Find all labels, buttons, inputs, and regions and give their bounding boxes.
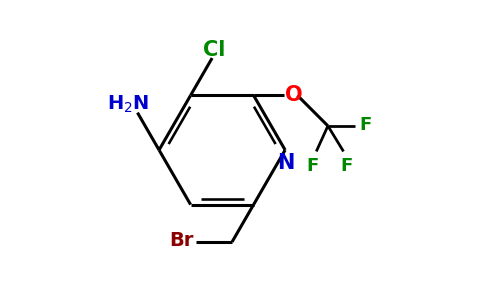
Text: N: N <box>277 153 295 172</box>
Text: H$_2$N: H$_2$N <box>107 94 150 115</box>
Text: O: O <box>285 85 303 105</box>
Text: F: F <box>359 116 371 134</box>
Text: Cl: Cl <box>203 40 225 60</box>
Text: F: F <box>306 157 318 175</box>
Text: Br: Br <box>169 232 194 250</box>
Text: F: F <box>341 157 353 175</box>
